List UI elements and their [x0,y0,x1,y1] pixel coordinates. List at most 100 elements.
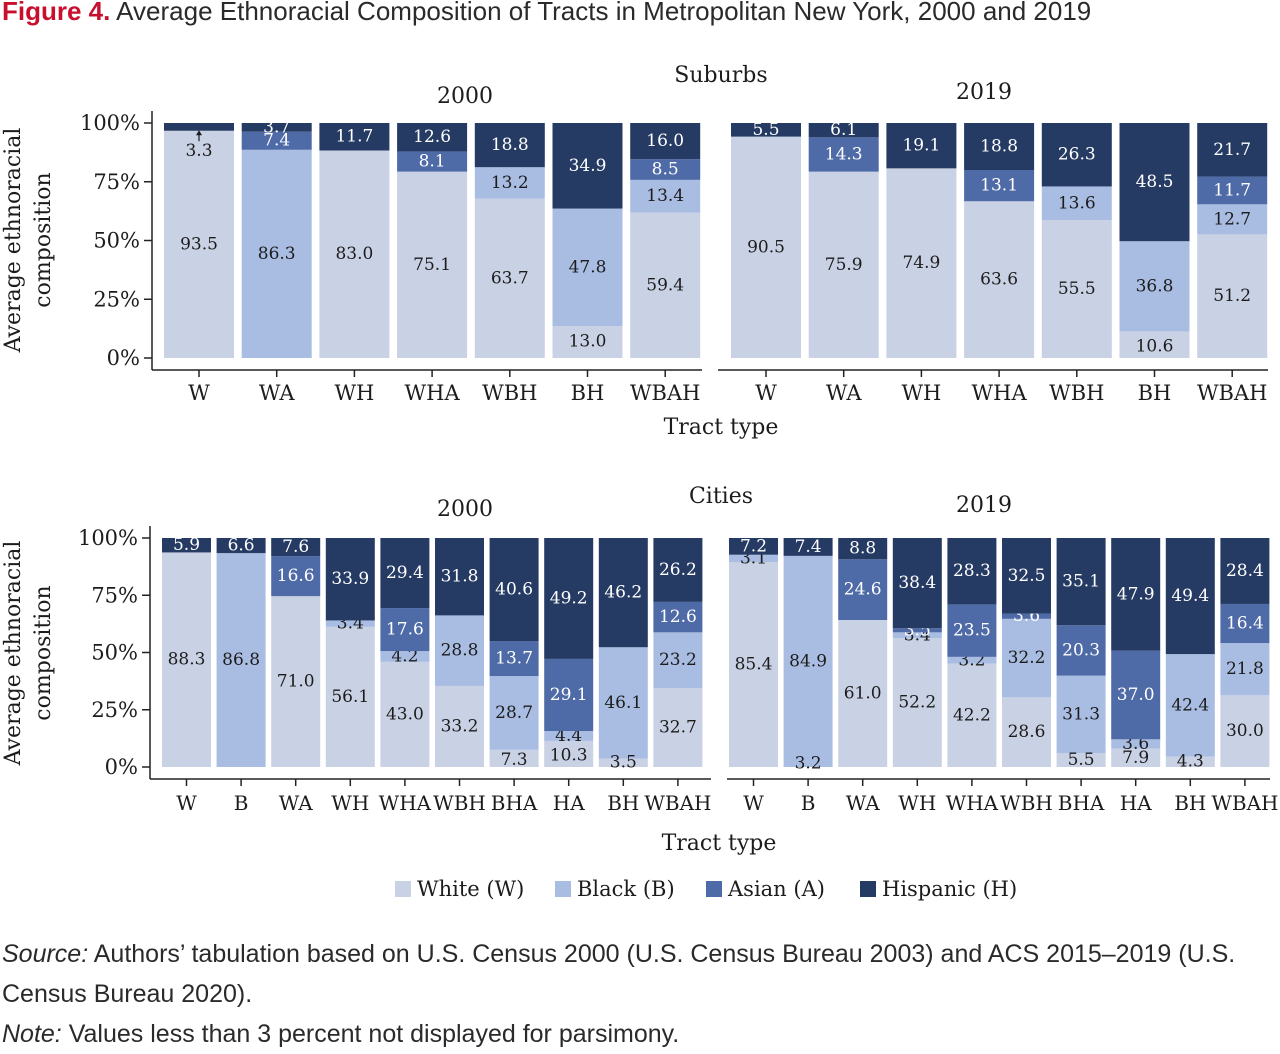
figure-title-text: Average Ethnoracial Composition of Tract… [116,0,1092,26]
bar-segment-hispanic-cities-2000-bha [489,538,539,642]
bar-segment-black-cities-2019-wbh [1002,618,1051,698]
bar-segment-asian-suburbs-2000-wha [397,151,468,172]
y-tick-label-suburbs-2000: 75% [93,170,140,194]
x-tick-label-suburbs-2019-wha: WHA [972,381,1028,405]
data-label-hispanic-suburbs-2019-wh: 19.1 [902,136,940,156]
bar-segment-black-suburbs-2019-wbah [1197,204,1268,235]
bar-segment-hispanic-cities-2000-ha [544,538,594,659]
bar-segment-asian-cities-2000-bha [489,641,539,677]
x-tick-label-cities-2000-bh: BH [607,791,639,815]
bar-segment-white-cities-2000-ha [544,740,594,767]
bar-segment-black-cities-2019-b [783,555,833,767]
data-label-hispanic-suburbs-2019-wa: 6.1 [830,120,857,140]
bar-segment-asian-cities-2019-bha [1056,625,1106,676]
bar-segment-white-cities-2019-wha [947,663,997,767]
x-tick-label-suburbs-2000-wa: WA [259,381,296,405]
bar-segment-hispanic-suburbs-2000-wha [397,123,468,152]
data-label-hispanic-cities-2000-b: 6.6 [228,536,255,556]
data-label-hispanic-cities-2019-wha: 28.3 [953,561,991,581]
data-label-black-cities-2019-bh: 42.4 [1171,695,1209,715]
y-tick-label-cities-2000: 25% [91,698,138,722]
bar-segment-white-cities-2019-wh [892,638,942,767]
data-label-white-cities-2019-w: 85.4 [735,655,773,675]
data-label-hispanic-suburbs-2000-wh: 11.7 [335,127,373,147]
data-label-black-cities-2019-bha: 31.3 [1062,704,1100,724]
x-tick-label-cities-2019-wbh: WBH [1000,791,1053,815]
bar-segment-hispanic-cities-2019-wa [838,538,888,560]
bar-segment-hispanic-cities-2000-wh [325,538,375,621]
data-label-hispanic-cities-2019-bh: 49.4 [1171,586,1209,606]
y-tick-label-suburbs-2000: 0% [107,346,140,370]
bar-segment-asian-suburbs-2000-wbah [630,159,701,180]
data-label-hispanic-cities-2019-wbh: 32.5 [1008,566,1046,586]
data-label-hispanic-suburbs-2019-wbh: 26.3 [1058,145,1096,165]
bar-segment-hispanic-suburbs-2000-bh [552,123,623,209]
legend-label-white: White (W) [417,877,524,901]
data-label-asian-cities-2019-ha: 37.0 [1117,685,1155,705]
data-label-hispanic-suburbs-2000-wbah: 16.0 [646,131,684,151]
bar-segment-black-suburbs-2019-bh [1119,241,1190,332]
bar-segment-hispanic-cities-2000-w [162,538,211,553]
y-tick-label-cities-2000: 75% [91,583,138,607]
y-tick-label-suburbs-2000: 25% [93,287,140,311]
bar-segment-hispanic-cities-2000-wbh [435,538,484,616]
legend-swatch-hispanic [860,881,876,897]
data-label-black-suburbs-2000-wbh: 13.2 [491,173,529,193]
data-label-black-suburbs-2019-wbah: 12.7 [1213,209,1251,229]
bar-segment-asian-cities-2019-ha [1111,650,1161,740]
data-label-black-cities-2000-bh: 46.1 [604,693,642,713]
year-label-cities-2019: 2019 [956,493,1012,518]
bar-segment-asian-suburbs-2019-wa [808,137,879,172]
bar-segment-black-cities-2019-w [729,554,778,563]
bar-segment-hispanic-cities-2000-wa [271,538,321,557]
x-tick-label-cities-2019-bha: BHA [1058,791,1105,815]
x-tick-label-cities-2000-wha: WHA [379,791,432,815]
data-label-hispanic-suburbs-2019-wbah: 21.7 [1213,140,1251,160]
bar-segment-white-cities-2000-wa [271,596,321,767]
x-tick-label-suburbs-2000-wha: WHA [405,381,461,405]
bar-segment-white-suburbs-2019-wa [808,171,879,358]
data-label-black-suburbs-2000-wbah: 13.4 [646,186,684,206]
data-label-hispanic-cities-2000-wa: 7.6 [282,537,309,557]
data-label-small-suburbs-2000-w: 3.3 [185,141,212,161]
bar-segment-white-cities-2019-bha [1056,753,1106,767]
bar-segment-white-suburbs-2019-bh [1119,331,1190,358]
bar-segment-white-cities-2019-ha [1111,748,1161,767]
x-tick-label-suburbs-2000-w: W [188,381,210,405]
bar-segment-white-suburbs-2000-wha [397,171,468,358]
bar-segment-white-cities-2000-wh [325,626,375,767]
bar-segment-hispanic-suburbs-2000-wa [241,123,312,132]
data-label-white-cities-2019-wbah: 30.0 [1226,721,1264,741]
note-text: Values less than 3 percent not displayed… [61,1020,680,1048]
data-label-small-cities-2019-b: 3.2 [795,754,822,774]
source-text: Authors’ tabulation based on U.S. Census… [2,940,1236,1008]
data-label-hispanic-cities-2000-bh: 46.2 [604,583,642,603]
x-tick-label-cities-2019-w: W [743,791,764,815]
legend-label-asian: Asian (A) [727,877,825,901]
data-label-black-cities-2000-b: 86.8 [222,650,260,670]
bar-segment-hispanic-suburbs-2000-wbah [630,123,701,160]
legend: White (W) Black (B) Asian (A) Hispanic (H) [395,877,1017,901]
legend-swatch-black [555,881,571,897]
bar-segment-white-cities-2000-wha [380,661,430,767]
x-axis-title-suburbs: Tract type [664,415,779,440]
x-tick-label-cities-2019-wh: WH [898,791,936,815]
x-tick-label-cities-2000-wh: WH [331,791,369,815]
data-label-asian-cities-2000-wha: 17.6 [386,620,424,640]
data-label-hispanic-cities-2000-wh: 33.9 [331,569,369,589]
data-label-hispanic-suburbs-2000-bh: 34.9 [569,156,607,176]
x-tick-label-cities-2000-wbh: WBH [433,791,486,815]
bar-segment-asian-cities-2019-wh [892,628,942,633]
data-label-black-suburbs-2000-bh: 47.8 [569,257,607,277]
x-tick-label-cities-2019-wbah: WBAH [1211,791,1278,815]
x-tick-label-cities-2000-w: W [176,791,197,815]
bar-segment-asian-cities-2000-wa [271,556,321,597]
bar-segment-hispanic-suburbs-2019-wbh [1041,123,1112,187]
bar-segment-white-cities-2019-wbh [1002,697,1051,767]
y-tick-label-suburbs-2000: 50% [93,229,140,253]
data-label-black-cities-2000-wha: 4.2 [391,647,418,667]
data-label-hispanic-cities-2000-wha: 29.4 [386,563,424,583]
data-label-asian-cities-2019-bha: 20.3 [1062,640,1100,660]
data-label-white-suburbs-2019-wha: 63.6 [980,270,1018,290]
data-label-white-cities-2000-wha: 43.0 [386,704,424,724]
